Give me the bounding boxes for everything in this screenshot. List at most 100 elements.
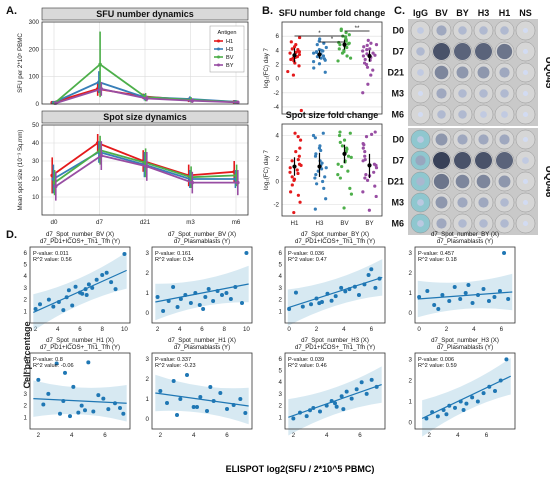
data-point	[113, 287, 118, 292]
p-value: P-value: 0.457	[418, 251, 454, 257]
data-point	[374, 194, 378, 199]
data-point	[366, 82, 370, 86]
data-point	[347, 33, 351, 37]
p-value: P-value: 0.011	[33, 251, 69, 257]
data-point	[38, 302, 42, 307]
data-point	[461, 408, 466, 412]
well-spots	[433, 43, 450, 60]
data-point	[312, 51, 316, 55]
data-point	[319, 148, 323, 153]
data-point	[452, 285, 457, 289]
well-spots	[480, 111, 487, 118]
series-point	[190, 180, 195, 185]
plot-subtitle: d7_Plasmablasts (Y)	[437, 344, 493, 351]
data-point	[297, 52, 302, 57]
well-spots	[458, 89, 467, 98]
plot-title: d7_Spot_number_H1 (X)	[168, 337, 236, 344]
data-point	[363, 57, 367, 62]
data-point	[365, 52, 369, 56]
data-point	[361, 91, 365, 95]
legend-marker	[217, 39, 220, 43]
well-spots	[475, 152, 492, 169]
x-tick-label: 4	[192, 432, 196, 439]
data-point	[76, 410, 81, 415]
data-point	[86, 360, 91, 365]
y-tick-label: 40	[32, 140, 39, 147]
chart-title: SFU number fold change	[279, 8, 386, 18]
data-point	[317, 62, 322, 66]
well-spots	[457, 197, 468, 208]
y-tick-label: -2	[273, 90, 279, 97]
data-point	[296, 158, 300, 162]
data-point	[321, 49, 325, 53]
data-point	[225, 407, 229, 411]
data-point	[155, 295, 160, 299]
mean-point	[342, 151, 347, 156]
data-point	[345, 45, 349, 50]
plot-frame	[281, 21, 383, 115]
well-spots	[456, 66, 469, 79]
plot-frame	[29, 246, 131, 324]
well-spots	[415, 155, 426, 166]
data-point	[294, 150, 298, 154]
p-value: P-value: 0.161	[155, 251, 191, 257]
data-point	[349, 192, 354, 196]
y-tick-label: 2	[276, 61, 280, 68]
data-point	[238, 397, 243, 401]
well-spots	[522, 69, 529, 76]
data-point	[296, 135, 300, 139]
plot-subtitle: d7_Plasmablasts (Y)	[174, 344, 230, 351]
well-spots	[479, 89, 488, 98]
mean-point	[317, 164, 322, 169]
d-xlabel: ELISPOT log2(SFU / 2*10^5 PBMC)	[226, 464, 375, 474]
mean-point	[342, 42, 347, 47]
plot-frame	[29, 352, 131, 430]
well-spots	[522, 178, 529, 185]
well-spots	[458, 110, 467, 119]
data-point	[323, 70, 327, 74]
x-tick-label: 8	[100, 326, 104, 333]
data-point	[291, 73, 296, 77]
data-point	[54, 361, 59, 366]
data-point	[444, 412, 449, 417]
x-tick-label: 4	[325, 432, 329, 439]
y-tick-label: 6	[24, 356, 28, 363]
data-point	[289, 40, 293, 44]
well-spots	[454, 152, 471, 169]
data-point	[298, 35, 302, 40]
data-point	[220, 293, 224, 297]
data-point	[344, 31, 348, 35]
series-point	[145, 96, 149, 101]
data-point	[322, 41, 326, 45]
regression-line	[417, 291, 513, 300]
data-point	[362, 282, 367, 287]
y-axis-label: SFU per 2*10⁵ PBMC	[17, 33, 24, 93]
data-point	[171, 285, 176, 289]
y-tick-label: 3	[409, 356, 413, 363]
data-point	[191, 405, 196, 409]
x-tick-label: 4	[342, 326, 346, 333]
data-point	[292, 210, 296, 215]
plot-frame	[414, 352, 516, 430]
data-point	[342, 206, 346, 210]
y-tick-label: 5	[24, 368, 28, 375]
data-point	[201, 307, 206, 311]
regression-plot-2: d7_Spot_number_BV (X)d7_Plasmablasts (Y)…	[146, 231, 253, 333]
data-point	[463, 291, 468, 295]
well-spots	[499, 134, 510, 145]
row-label: M3	[391, 89, 404, 99]
well-spots	[434, 65, 449, 80]
data-point	[294, 50, 298, 55]
data-point	[363, 150, 367, 154]
data-point	[240, 301, 244, 305]
data-point	[304, 414, 309, 419]
data-point	[339, 394, 344, 399]
data-point	[297, 64, 301, 68]
x-tick-label: 0	[417, 326, 421, 333]
series-point	[145, 164, 149, 169]
data-point	[83, 287, 88, 292]
well-spots	[436, 218, 447, 229]
legend-title: Antigen	[218, 30, 237, 36]
y-tick-label: 2	[146, 270, 150, 277]
column-header: NS	[519, 8, 532, 18]
